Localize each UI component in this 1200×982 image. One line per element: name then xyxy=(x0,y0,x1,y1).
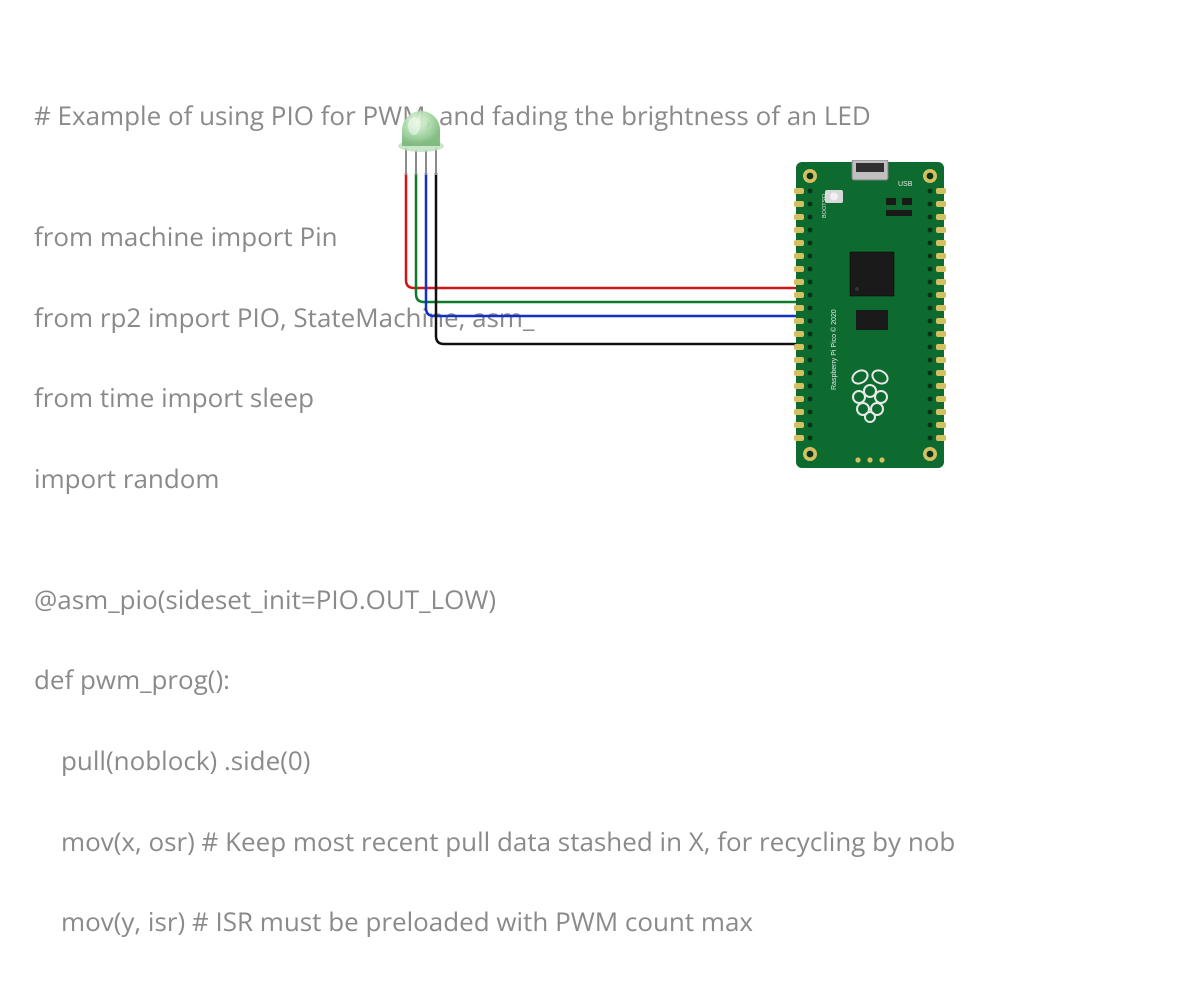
code-line: pull(noblock) .side(0) xyxy=(34,740,1200,780)
code-line: mov(y, isr) # ISR must be preloaded with… xyxy=(34,901,1200,941)
code-line: def pwm_prog(): xyxy=(34,659,1200,699)
code-block: # Example of using PIO for PWM, and fadi… xyxy=(34,55,1200,982)
code-line: import random xyxy=(34,458,1200,498)
code-line: from time import sleep xyxy=(34,377,1200,417)
code-line: mov(x, osr) # Keep most recent pull data… xyxy=(34,821,1200,861)
code-line: from rp2 import PIO, StateMachine, asm_ xyxy=(34,297,1200,337)
code-line: @asm_pio(sideset_init=PIO.OUT_LOW) xyxy=(34,579,1200,619)
code-line: from machine import Pin xyxy=(34,216,1200,256)
code-line: # Example of using PIO for PWM, and fadi… xyxy=(34,95,1200,135)
